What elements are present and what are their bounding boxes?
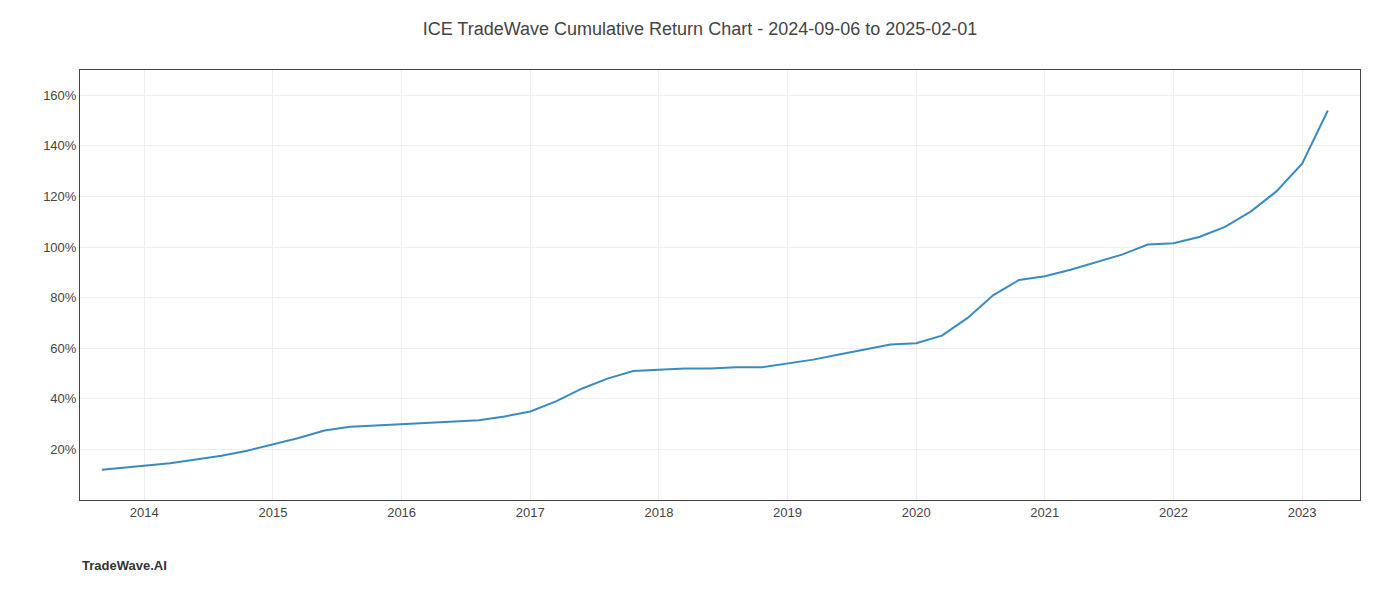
svg-text:2016: 2016 bbox=[387, 505, 416, 520]
svg-text:2021: 2021 bbox=[1030, 505, 1059, 520]
svg-text:2023: 2023 bbox=[1288, 505, 1317, 520]
svg-text:2015: 2015 bbox=[258, 505, 287, 520]
svg-text:60%: 60% bbox=[50, 341, 76, 356]
svg-text:120%: 120% bbox=[43, 189, 77, 204]
svg-text:2014: 2014 bbox=[130, 505, 159, 520]
svg-text:2022: 2022 bbox=[1159, 505, 1188, 520]
svg-text:TradeWave.AI: TradeWave.AI bbox=[82, 558, 167, 573]
svg-text:2017: 2017 bbox=[516, 505, 545, 520]
svg-text:ICE TradeWave Cumulative Retur: ICE TradeWave Cumulative Return Chart - … bbox=[423, 19, 978, 39]
svg-text:2020: 2020 bbox=[902, 505, 931, 520]
svg-text:100%: 100% bbox=[43, 240, 77, 255]
svg-text:140%: 140% bbox=[43, 138, 77, 153]
svg-text:20%: 20% bbox=[50, 442, 76, 457]
svg-text:2018: 2018 bbox=[644, 505, 673, 520]
svg-text:80%: 80% bbox=[50, 290, 76, 305]
svg-text:40%: 40% bbox=[50, 391, 76, 406]
svg-text:160%: 160% bbox=[43, 88, 77, 103]
svg-text:2019: 2019 bbox=[773, 505, 802, 520]
